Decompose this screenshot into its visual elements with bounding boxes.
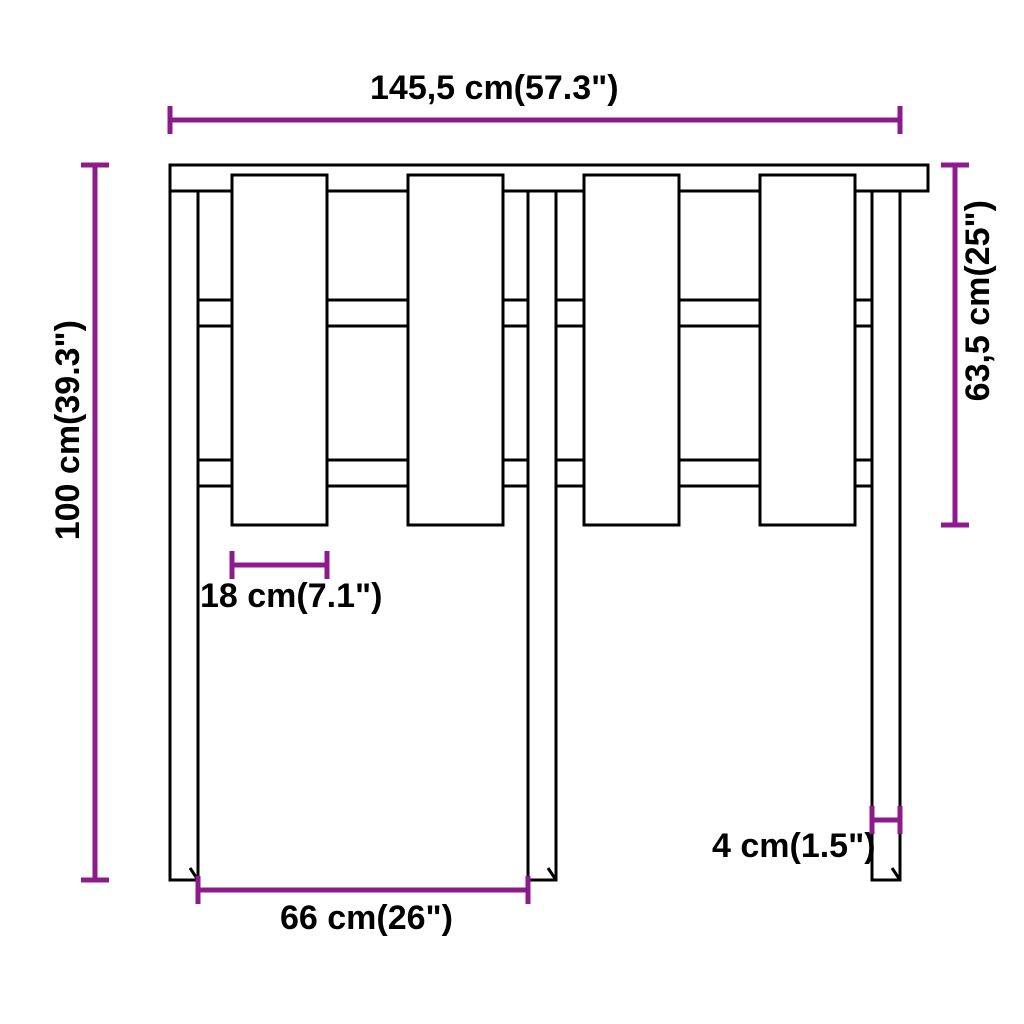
label-leg-spacing: 66 cm(26") [280,900,453,937]
label-total-height: 100 cm(39.3") [50,320,87,540]
label-panel-height: 63,5 cm(25") [960,200,997,401]
label-total-width: 145,5 cm(57.3") [370,70,619,107]
label-slat-width: 18 cm(7.1") [200,578,382,615]
label-leg-depth: 4 cm(1.5") [712,828,876,865]
dimension-drawing [0,0,1024,1024]
diagram-stage: 145,5 cm(57.3") 100 cm(39.3") 63,5 cm(25… [0,0,1024,1024]
